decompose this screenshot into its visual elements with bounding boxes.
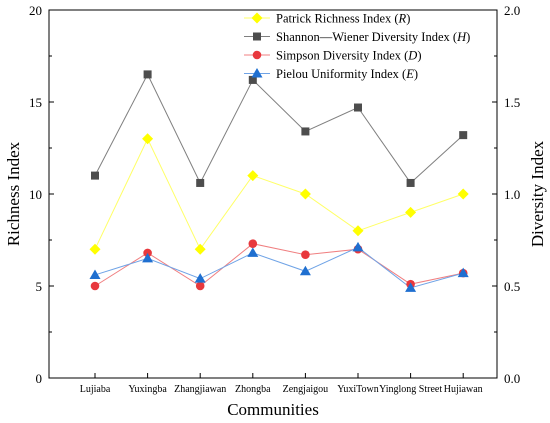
series-2-point (354, 103, 362, 112)
series-1-point (299, 188, 311, 200)
y-left-tick-label: 15 (29, 95, 42, 110)
x-tick-label: Lujiaba (80, 384, 111, 395)
x-tick-label: Zengjaigou (283, 384, 329, 395)
legend-label: Simpson Diversity Index (D) (276, 49, 422, 63)
series-2-point (91, 171, 99, 180)
legend-label: Patrick Richness Index (R) (276, 12, 410, 26)
series-4-point (299, 265, 311, 276)
x-tick-label: YuxiTown (337, 384, 379, 395)
series-4-point (457, 267, 469, 278)
series-1-point (457, 188, 469, 200)
series-1-point (142, 133, 154, 145)
series-line-3 (94, 243, 464, 287)
legend-label: Shannon—Wiener Diversity Index (H) (276, 30, 470, 44)
y-left-tick-label: 0 (36, 371, 43, 386)
series-3-point (195, 281, 205, 291)
series-2-point (248, 75, 257, 84)
y-right-tick-label: 0.5 (504, 279, 520, 294)
series-1-point (89, 243, 101, 255)
legend-label: Pielou Uniformity Index (E) (276, 67, 418, 81)
series-4-point (352, 241, 364, 252)
x-tick-label: Zhongba (235, 384, 271, 395)
series-2-point (143, 70, 152, 79)
series-3-point (248, 239, 258, 248)
y-right-tick-label: 1.5 (504, 95, 520, 110)
y-right-tick-label: 1.0 (504, 187, 520, 202)
plot-frame (48, 9, 498, 379)
series-4-point (194, 273, 206, 283)
series-4-point (89, 269, 101, 279)
series-3-point (143, 248, 152, 258)
series-2-point (196, 178, 205, 187)
series-line-2 (94, 73, 464, 185)
series-1-point (352, 225, 364, 237)
series-line-4 (94, 246, 464, 289)
series-4-point (247, 247, 259, 257)
x-axis-title: Communities (227, 400, 319, 419)
y-axis-left-title: Richness Index (4, 141, 23, 246)
series-2-point (459, 131, 468, 140)
y-axis-right-title: Diversity Index (528, 140, 547, 247)
series-4-point (405, 282, 417, 292)
y-left-tick-label: 5 (36, 279, 43, 294)
y-right-tick-label: 0.0 (504, 371, 520, 386)
x-tick-label: Hujiawan (444, 384, 483, 395)
y-left-tick-label: 20 (29, 3, 42, 18)
x-tick-label: Yuxingba (128, 384, 167, 395)
series-4-point (142, 252, 154, 263)
series-1-point (194, 243, 206, 255)
series-2-point (301, 127, 310, 136)
legend-marker (251, 68, 263, 78)
series-3-point (90, 281, 100, 291)
legend-marker (252, 50, 262, 60)
series-2-point (406, 178, 415, 187)
series-line-1 (94, 137, 464, 251)
legend-marker (251, 12, 263, 24)
y-left-tick-label: 10 (29, 187, 42, 202)
x-tick-label: Yinglong Street (379, 384, 442, 395)
legend-marker (253, 32, 261, 41)
series-3-point (301, 250, 310, 260)
series-1-point (405, 206, 417, 218)
series-1-point (247, 170, 259, 182)
x-tick-label: Zhangjiawan (174, 384, 226, 395)
y-right-tick-label: 2.0 (504, 3, 520, 18)
